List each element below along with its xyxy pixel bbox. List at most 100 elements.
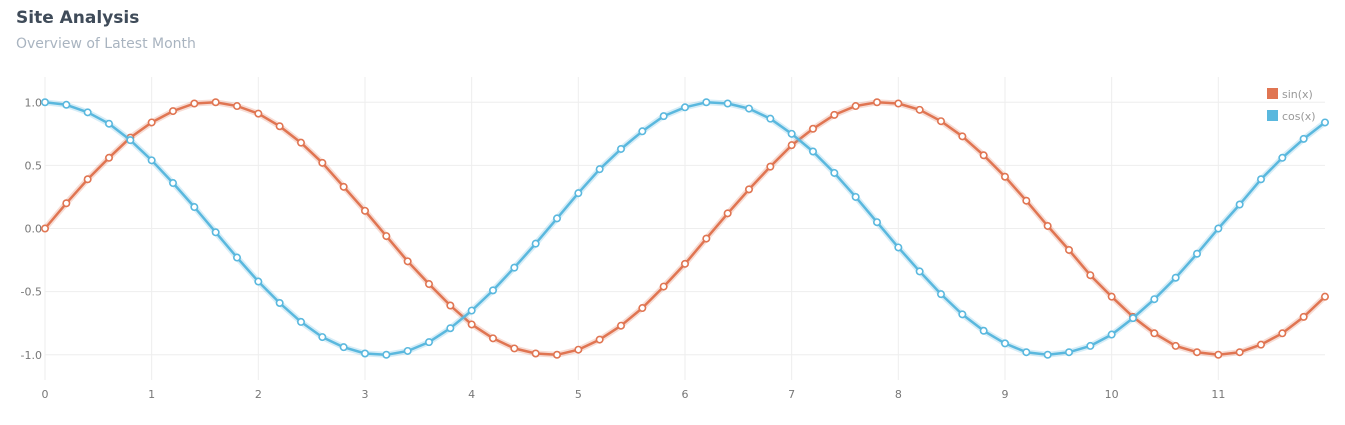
data-point[interactable] — [105, 119, 114, 128]
data-point[interactable] — [638, 304, 647, 313]
data-point[interactable] — [659, 112, 668, 121]
legend-item[interactable]: sin(x) — [1267, 88, 1313, 101]
data-point[interactable] — [1065, 348, 1074, 357]
data-point[interactable] — [595, 165, 604, 174]
data-point[interactable] — [424, 280, 433, 289]
data-point[interactable] — [1043, 350, 1052, 359]
data-point[interactable] — [382, 232, 391, 241]
data-point[interactable] — [531, 239, 540, 248]
data-point[interactable] — [702, 234, 711, 243]
data-point[interactable] — [1321, 292, 1330, 301]
data-point[interactable] — [1171, 273, 1180, 282]
data-point[interactable] — [744, 185, 753, 194]
data-point[interactable] — [62, 199, 71, 208]
data-point[interactable] — [1235, 348, 1244, 357]
data-point[interactable] — [1107, 330, 1116, 339]
data-point[interactable] — [851, 102, 860, 111]
data-point[interactable] — [1193, 348, 1202, 357]
data-point[interactable] — [424, 338, 433, 347]
data-point[interactable] — [190, 203, 199, 212]
data-point[interactable] — [979, 151, 988, 160]
data-point[interactable] — [808, 124, 817, 133]
data-point[interactable] — [1107, 292, 1116, 301]
data-point[interactable] — [1214, 350, 1223, 359]
data-point[interactable] — [169, 107, 178, 116]
data-point[interactable] — [1150, 295, 1159, 304]
data-point[interactable] — [1214, 224, 1223, 233]
data-point[interactable] — [894, 99, 903, 108]
data-point[interactable] — [1086, 271, 1095, 280]
data-point[interactable] — [958, 132, 967, 141]
data-point[interactable] — [1022, 196, 1031, 205]
data-point[interactable] — [296, 138, 305, 147]
data-point[interactable] — [1193, 249, 1202, 258]
data-point[interactable] — [872, 218, 881, 227]
data-point[interactable] — [1065, 245, 1074, 254]
data-point[interactable] — [552, 350, 561, 359]
data-point[interactable] — [233, 253, 242, 262]
data-point[interactable] — [723, 99, 732, 108]
data-point[interactable] — [446, 324, 455, 333]
data-point[interactable] — [1000, 339, 1009, 348]
data-point[interactable] — [1129, 314, 1138, 323]
data-point[interactable] — [659, 282, 668, 291]
data-point[interactable] — [1235, 200, 1244, 209]
data-point[interactable] — [318, 333, 327, 342]
data-point[interactable] — [40, 224, 49, 233]
data-point[interactable] — [552, 214, 561, 223]
data-point[interactable] — [616, 144, 625, 153]
data-point[interactable] — [744, 104, 753, 113]
data-point[interactable] — [254, 109, 263, 118]
data-point[interactable] — [360, 349, 369, 358]
data-point[interactable] — [936, 290, 945, 299]
data-point[interactable] — [510, 263, 519, 272]
data-point[interactable] — [574, 345, 583, 354]
data-point[interactable] — [467, 306, 476, 315]
data-point[interactable] — [808, 147, 817, 156]
data-point[interactable] — [105, 153, 114, 162]
legend[interactable]: sin(x) cos(x) — [1267, 88, 1316, 123]
data-point[interactable] — [467, 320, 476, 329]
data-point[interactable] — [1171, 341, 1180, 350]
data-point[interactable] — [638, 127, 647, 136]
data-point[interactable] — [190, 99, 199, 108]
data-point[interactable] — [296, 317, 305, 326]
data-point[interactable] — [446, 301, 455, 310]
data-point[interactable] — [211, 98, 220, 107]
data-point[interactable] — [403, 257, 412, 266]
data-point[interactable] — [62, 100, 71, 109]
data-point[interactable] — [702, 98, 711, 107]
data-point[interactable] — [979, 326, 988, 335]
data-point[interactable] — [254, 277, 263, 286]
data-point[interactable] — [233, 102, 242, 111]
data-point[interactable] — [318, 158, 327, 167]
data-point[interactable] — [531, 349, 540, 358]
data-point[interactable] — [275, 122, 284, 131]
data-point[interactable] — [488, 286, 497, 295]
data-point[interactable] — [872, 98, 881, 107]
data-point[interactable] — [211, 228, 220, 237]
data-point[interactable] — [616, 321, 625, 330]
data-point[interactable] — [1321, 118, 1330, 127]
data-point[interactable] — [403, 346, 412, 355]
data-point[interactable] — [851, 192, 860, 201]
data-point[interactable] — [275, 298, 284, 307]
data-point[interactable] — [830, 110, 839, 119]
data-point[interactable] — [787, 129, 796, 138]
data-point[interactable] — [595, 335, 604, 344]
data-point[interactable] — [83, 175, 92, 184]
data-point[interactable] — [339, 182, 348, 191]
data-point[interactable] — [1299, 134, 1308, 143]
data-point[interactable] — [1278, 329, 1287, 338]
data-point[interactable] — [147, 156, 156, 165]
data-point[interactable] — [1257, 340, 1266, 349]
data-point[interactable] — [510, 344, 519, 353]
data-point[interactable] — [1299, 312, 1308, 321]
legend-item[interactable]: cos(x) — [1267, 110, 1316, 123]
data-point[interactable] — [766, 162, 775, 171]
data-point[interactable] — [83, 108, 92, 117]
data-point[interactable] — [915, 105, 924, 114]
data-point[interactable] — [1000, 172, 1009, 181]
data-point[interactable] — [147, 118, 156, 127]
data-point[interactable] — [488, 334, 497, 343]
